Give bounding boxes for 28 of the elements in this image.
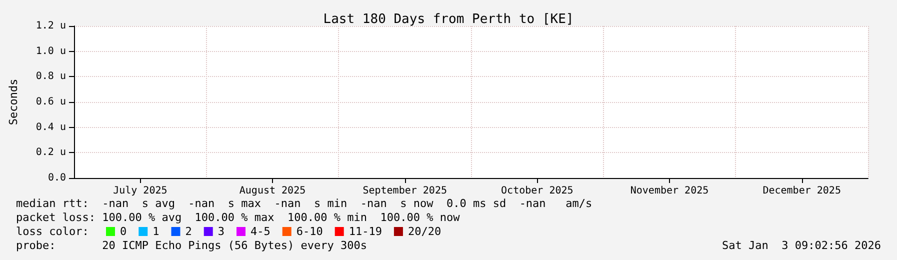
legend-label: 2 bbox=[185, 225, 192, 238]
legend-label: 3 bbox=[218, 225, 224, 238]
y-axis-title: Seconds bbox=[7, 78, 20, 126]
y-tick-label: 0.6 u bbox=[36, 96, 66, 108]
legend-label: 4-5 bbox=[250, 225, 270, 238]
text: median rtt: -nan s avg -nan s max -nan s min -nan s now 0.0 ms sd -nan am/s bbox=[16, 197, 592, 210]
x-tick-label: September 2025 bbox=[362, 186, 447, 196]
legend-label: 0 bbox=[120, 225, 127, 238]
y-tick-label: 0.2 u bbox=[36, 147, 66, 158]
legend-label: 1 bbox=[152, 225, 160, 238]
text: packet loss: 100.00 % avg 100.00 % max 100.00 % min 100.00 % now bbox=[16, 211, 460, 224]
y-tick-label: 0.4 u bbox=[36, 122, 66, 133]
legend-label: 20/20 bbox=[408, 225, 442, 238]
y-tick-label: 1.0 u bbox=[36, 46, 66, 57]
x-tick-label: November 2025 bbox=[630, 186, 709, 196]
y-tick-label: 0.8 u bbox=[36, 71, 66, 82]
text: Sat Jan 3 09:02:56 2026 bbox=[722, 239, 881, 252]
x-tick-label: July 2025 bbox=[113, 186, 168, 196]
text: probe: 20 ICMP Echo Pings (56 Bytes) every 300s bbox=[16, 239, 367, 252]
legend-label: 6-10 bbox=[296, 225, 323, 238]
y-tick-label: 0.0 bbox=[48, 172, 66, 184]
y-tick-label: 1.2 u bbox=[36, 20, 66, 32]
legend-title: loss color: bbox=[16, 225, 89, 238]
x-tick-label: August 2025 bbox=[239, 186, 306, 196]
x-tick-label: December 2025 bbox=[762, 186, 841, 196]
legend-label: 11-19 bbox=[348, 225, 382, 238]
x-tick-label: October 2025 bbox=[501, 186, 574, 196]
chart-title: Last 180 Days from Perth to [KE] bbox=[323, 12, 574, 27]
